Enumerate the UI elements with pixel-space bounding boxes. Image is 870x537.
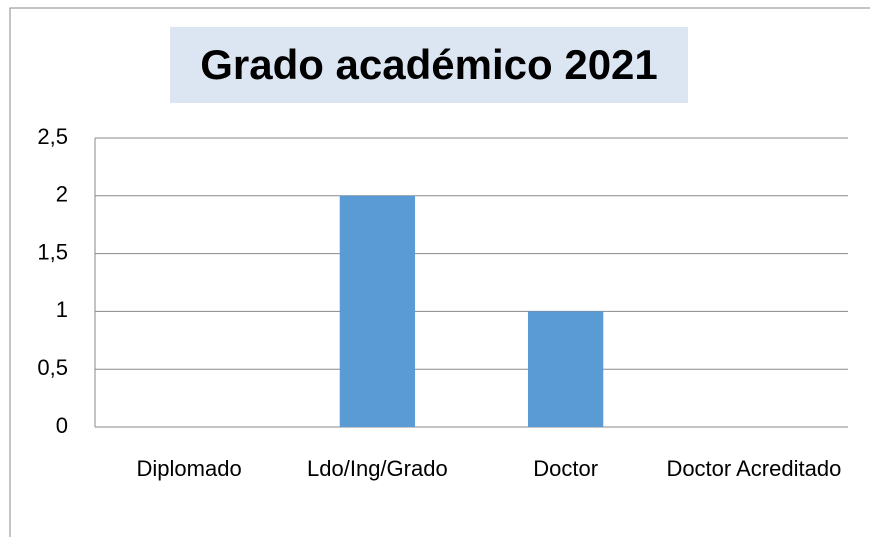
chart-title: Grado académico 2021 xyxy=(170,27,688,103)
y-tick-label: 1 xyxy=(56,297,68,322)
x-tick-label: Doctor Acreditado xyxy=(666,456,842,481)
y-tick-label: 1,5 xyxy=(37,239,68,264)
bar xyxy=(527,311,604,427)
y-tick-label: 0 xyxy=(56,413,68,438)
x-tick-label: Diplomado xyxy=(136,456,242,481)
x-tick-label: Doctor xyxy=(533,456,599,481)
y-tick-label: 0,5 xyxy=(37,355,68,380)
frame xyxy=(9,7,870,537)
y-tick-label: 2,5 xyxy=(37,124,68,149)
x-tick-label: Ldo/Ing/Grado xyxy=(307,456,448,481)
y-tick-label: 2 xyxy=(56,182,68,207)
bar xyxy=(339,195,416,427)
